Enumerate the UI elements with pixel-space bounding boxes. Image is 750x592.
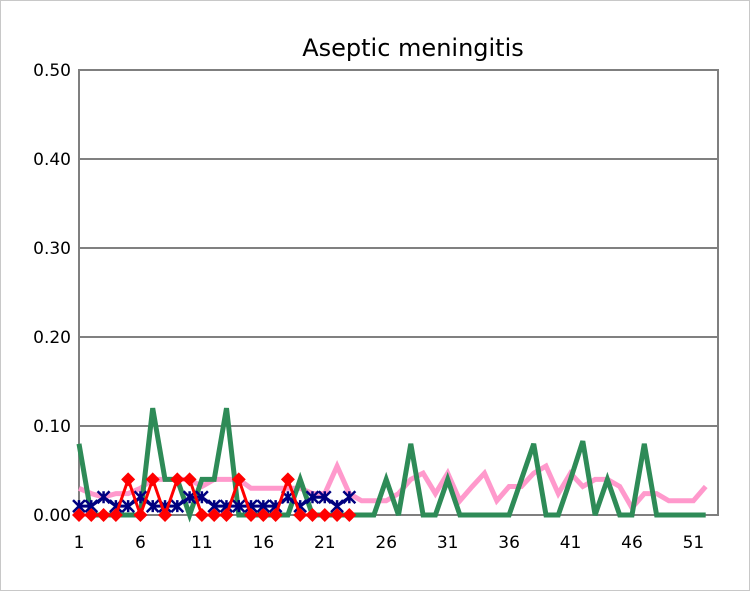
y-tick-label: 0.10	[33, 417, 71, 437]
data-point	[244, 508, 259, 522]
data-point	[158, 508, 173, 522]
data-point	[342, 508, 357, 522]
data-point	[108, 508, 123, 522]
data-point	[145, 472, 160, 487]
data-point	[305, 490, 320, 505]
data-point	[84, 508, 99, 522]
plot-area	[78, 69, 719, 516]
data-point	[182, 472, 197, 487]
data-point	[96, 508, 111, 522]
x-tick-label: 1	[74, 533, 85, 553]
x-tick-label: 26	[375, 533, 397, 553]
data-point	[72, 508, 86, 522]
y-tick-label: 0.20	[33, 328, 71, 348]
data-point	[231, 472, 246, 487]
data-point	[194, 508, 209, 522]
data-point	[219, 508, 234, 522]
series-line	[76, 407, 706, 523]
data-point	[317, 490, 332, 505]
data-point	[207, 508, 222, 522]
data-point	[231, 499, 246, 513]
gridlines	[79, 69, 718, 427]
x-tick-label: 11	[191, 533, 213, 553]
x-tick-label: 41	[560, 533, 582, 553]
x-tick-label: 21	[314, 533, 336, 553]
y-axis: 0.00 0.10 0.20 0.30 0.40 0.50	[33, 61, 71, 526]
data-point	[121, 472, 136, 487]
chart-title: Aseptic meningitis	[302, 34, 524, 62]
data-point	[317, 508, 332, 522]
y-tick-label: 0.50	[33, 61, 71, 81]
data-point	[145, 499, 160, 513]
x-tick-label: 51	[683, 533, 705, 553]
data-point	[121, 499, 136, 513]
data-point	[342, 490, 357, 505]
series-group	[72, 407, 708, 523]
data-point	[305, 508, 320, 522]
x-tick-label: 6	[135, 533, 146, 553]
data-point	[133, 508, 148, 522]
y-tick-label: 0.30	[33, 239, 71, 259]
x-tick-label: 31	[437, 533, 459, 553]
y-tick-label: 0.00	[33, 506, 71, 526]
y-tick-label: 0.40	[33, 150, 71, 170]
x-axis: 1 6 11 16 21 26 31 36 41 46 51	[74, 533, 705, 553]
data-point	[96, 490, 111, 505]
series-4	[72, 472, 357, 522]
data-point	[330, 508, 345, 522]
series-2	[76, 407, 706, 523]
x-tick-label: 36	[498, 533, 520, 553]
data-point	[280, 472, 295, 487]
data-point	[170, 499, 185, 513]
x-tick-label: 46	[621, 533, 643, 553]
data-point	[293, 508, 308, 522]
x-tick-label: 16	[253, 533, 275, 553]
data-point	[268, 508, 283, 522]
data-point	[170, 472, 185, 487]
data-point	[256, 508, 271, 522]
